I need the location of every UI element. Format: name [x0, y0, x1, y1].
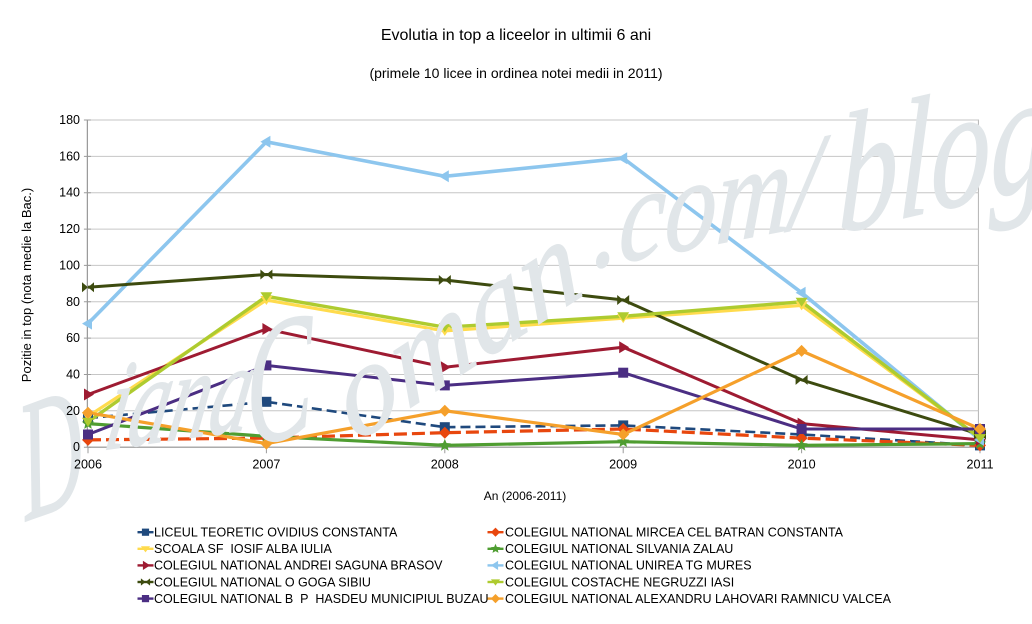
svg-text:COLEGIUL NATIONAL O GOGA SIBIU: COLEGIUL NATIONAL O GOGA SIBIU — [154, 575, 371, 589]
svg-text:40: 40 — [66, 368, 80, 382]
svg-text:160: 160 — [59, 149, 80, 163]
svg-text:(primele 10 licee in ordinea n: (primele 10 licee in ordinea notei medii… — [369, 65, 662, 81]
svg-text:iana: iana — [97, 315, 266, 478]
svg-text:COLEGIUL NATIONAL SILVANIA ZAL: COLEGIUL NATIONAL SILVANIA ZALAU — [505, 542, 733, 556]
svg-text:140: 140 — [59, 186, 80, 200]
svg-text:2010: 2010 — [788, 458, 816, 472]
svg-text:100: 100 — [59, 258, 80, 272]
svg-text:COLEGIUL NATIONAL MIRCEA CEL B: COLEGIUL NATIONAL MIRCEA CEL BATRAN CONS… — [505, 526, 844, 540]
svg-text:An (2006-2011): An (2006-2011) — [484, 489, 567, 503]
svg-text:COLEGIUL NATIONAL B P HASDEU: COLEGIUL NATIONAL B P HASDEU MUNICIPIUL … — [154, 592, 489, 606]
svg-text:2007: 2007 — [252, 458, 280, 472]
svg-text:COLEGIUL NATIONAL ALEXANDRU LA: COLEGIUL NATIONAL ALEXANDRU LAHOVARI RAM… — [505, 592, 892, 606]
svg-text:2008: 2008 — [431, 458, 459, 472]
svg-text:60: 60 — [66, 331, 80, 345]
svg-text:2009: 2009 — [609, 458, 637, 472]
svg-text:20: 20 — [66, 404, 80, 418]
svg-text:2006: 2006 — [74, 458, 102, 472]
svg-text:LICEUL TEORETIC OVIDIUS CONSTA: LICEUL TEORETIC OVIDIUS CONSTANTA — [154, 526, 398, 540]
svg-text:C: C — [244, 273, 315, 487]
svg-text:0: 0 — [73, 440, 80, 454]
svg-text:COLEGIUL NATIONAL ANDREI SAGUN: COLEGIUL NATIONAL ANDREI SAGUNA BRASOV — [154, 559, 443, 573]
svg-text:120: 120 — [59, 222, 80, 236]
svg-text:80: 80 — [66, 295, 80, 309]
svg-text:COLEGIUL NATIONAL UNIREA TG MU: COLEGIUL NATIONAL UNIREA TG MURES — [505, 559, 752, 573]
svg-text:2011: 2011 — [966, 458, 993, 472]
svg-text:SCOALA SF IOSIF ALBA IULIA: SCOALA SF IOSIF ALBA IULIA — [154, 542, 333, 556]
svg-text:COLEGIUL COSTACHE NEGRUZZI IAS: COLEGIUL COSTACHE NEGRUZZI IASI — [505, 575, 734, 589]
svg-text:Evolutia in top a liceelor in: Evolutia in top a liceelor in ultimii 6 … — [381, 27, 651, 44]
svg-text:Pozitie in top (nota medie la: Pozitie in top (nota medie la Bac.) — [19, 188, 34, 382]
svg-text:180: 180 — [59, 113, 80, 127]
